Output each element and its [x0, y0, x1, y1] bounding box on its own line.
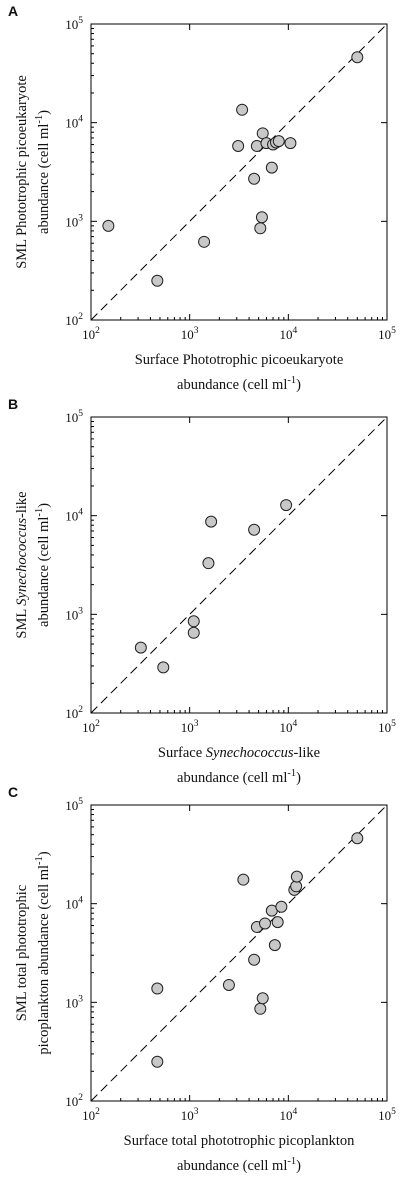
data-point: [284, 137, 297, 150]
y-tick-label: 104: [65, 115, 83, 131]
x-tick-label: 103: [181, 326, 199, 342]
data-point: [187, 615, 200, 628]
y-axis-label: SML Synechococcus-like: [14, 491, 30, 638]
data-point: [202, 557, 215, 570]
data-point: [248, 523, 261, 536]
one-to-one-line: [90, 23, 388, 321]
x-tick-label: 105: [378, 326, 396, 342]
x-tick-label: 102: [82, 719, 100, 735]
data-point: [222, 978, 235, 991]
x-axis-label: Surface total phototrophic picoplankton: [124, 1133, 355, 1149]
data-point: [254, 222, 267, 235]
one-to-one-line: [90, 804, 388, 1102]
y-tick-label: 102: [65, 1093, 83, 1109]
y-axis-label: SML total phototrophic: [14, 885, 30, 1021]
panel-letter: B: [8, 396, 18, 412]
x-tick-label: 103: [181, 1107, 199, 1123]
data-point: [198, 235, 211, 248]
y-tick-label: 104: [65, 508, 83, 524]
x-axis-label: abundance (cell ml-1): [177, 375, 301, 393]
y-axis-label: abundance (cell ml-1): [34, 110, 52, 234]
data-point: [254, 1002, 267, 1015]
data-point: [290, 870, 303, 883]
x-tick-label: 102: [82, 326, 100, 342]
y-tick-label: 105: [65, 797, 83, 813]
y-tick-label: 102: [65, 705, 83, 721]
data-point: [232, 140, 245, 153]
panel-letter: C: [8, 784, 18, 800]
x-tick-label: 102: [82, 1107, 100, 1123]
plot-frame: [90, 23, 388, 321]
y-tick-label: 102: [65, 312, 83, 328]
data-point: [258, 917, 271, 930]
data-point: [275, 900, 288, 913]
x-tick-label: 104: [279, 1107, 297, 1123]
data-point: [248, 172, 261, 185]
data-point: [351, 832, 364, 845]
y-tick-label: 105: [65, 409, 83, 425]
data-point: [151, 982, 164, 995]
data-point: [151, 274, 164, 287]
y-axis-label: abundance (cell ml-1): [34, 503, 52, 627]
data-point: [102, 219, 115, 232]
x-axis-label: abundance (cell ml-1): [177, 1156, 301, 1174]
plot-frame: [90, 804, 388, 1102]
data-point: [271, 916, 284, 929]
data-point: [151, 1055, 164, 1068]
x-tick-label: 104: [279, 719, 297, 735]
x-tick-label: 105: [378, 1107, 396, 1123]
y-tick-label: 103: [65, 213, 83, 229]
x-tick-label: 103: [181, 719, 199, 735]
data-point: [187, 626, 200, 639]
one-to-one-line: [90, 416, 388, 714]
data-point: [157, 661, 170, 674]
data-point: [280, 499, 293, 512]
data-point: [268, 939, 281, 952]
x-axis-label: Surface Synechococcus-like: [158, 745, 320, 761]
data-point: [205, 515, 218, 528]
data-point: [255, 211, 268, 224]
y-tick-label: 103: [65, 606, 83, 622]
data-point: [236, 103, 249, 116]
panel-letter: A: [8, 3, 18, 19]
data-point: [248, 953, 261, 966]
y-axis-label: picoplankton abundance (cell ml-1): [34, 851, 52, 1054]
x-axis-label: abundance (cell ml-1): [177, 768, 301, 786]
y-tick-label: 105: [65, 16, 83, 32]
data-point: [134, 641, 147, 654]
x-tick-label: 104: [279, 326, 297, 342]
y-tick-label: 104: [65, 896, 83, 912]
plot-frame: [90, 416, 388, 714]
data-point: [351, 51, 364, 64]
data-point: [265, 161, 278, 174]
data-point: [272, 135, 285, 148]
data-point: [237, 873, 250, 886]
y-axis-label: SML Phototrophic picoeukaryote: [14, 75, 30, 269]
y-tick-label: 103: [65, 994, 83, 1010]
data-point: [256, 992, 269, 1005]
x-tick-label: 105: [378, 719, 396, 735]
x-axis-label: Surface Phototrophic picoeukaryote: [135, 352, 344, 368]
